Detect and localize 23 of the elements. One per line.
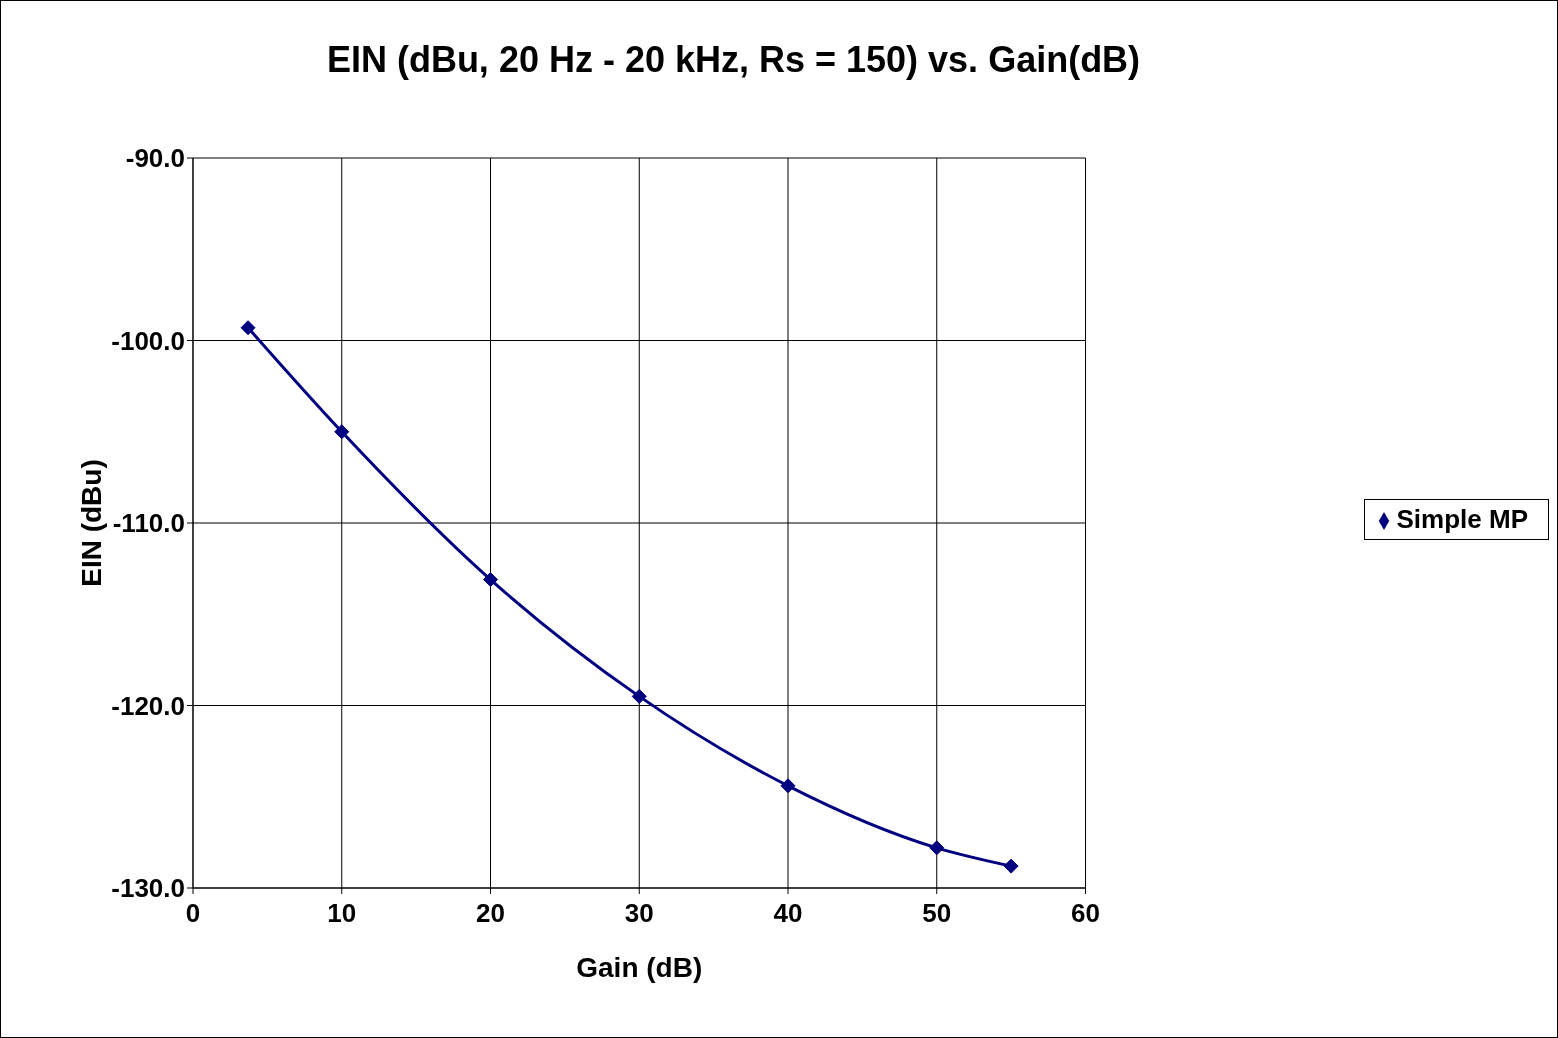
chart-title: EIN (dBu, 20 Hz - 20 kHz, Rs = 150) vs. Gain(dB): [325, 39, 1142, 81]
point: [240, 320, 256, 336]
y-axis-title: EIN (dBu): [75, 459, 107, 587]
point: [334, 424, 350, 440]
x-tick-label: 30: [624, 898, 654, 929]
x-tick-label: 60: [1071, 898, 1100, 929]
point: [631, 688, 647, 704]
point: [929, 840, 945, 856]
legend-label: Simple MP: [1396, 503, 1528, 534]
x-tick-label: 40: [773, 898, 803, 929]
y-tick-label: -120.0: [111, 690, 185, 721]
x-tick-label: 20: [476, 898, 505, 929]
y-tick-label: -130.0: [111, 873, 185, 904]
x-tick-label: 10: [327, 898, 357, 929]
y-tick-label: -100.0: [111, 325, 185, 356]
x-axis-title: Gain (dB): [576, 952, 703, 983]
y-tick-label: -90.0: [125, 143, 185, 174]
y-tick-label: -110.0: [112, 508, 185, 539]
point: [780, 778, 796, 794]
x-tick-label: 50: [922, 898, 952, 929]
point: [1003, 858, 1019, 874]
x-tick-label: 0: [185, 898, 201, 929]
point: [483, 572, 499, 588]
